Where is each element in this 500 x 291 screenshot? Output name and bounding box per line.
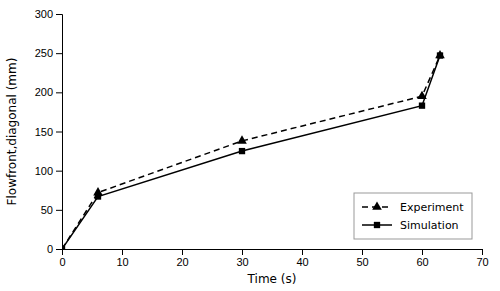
axis-line [56,15,63,250]
tick-label: 300 [35,8,53,20]
legend: Experiment Simulation [354,193,472,239]
tick-mark [422,249,423,255]
tick: 50 [356,249,368,268]
tick-mark [242,249,243,255]
tick-mark [56,14,62,15]
tick-label: 20 [176,256,188,268]
point [239,148,245,154]
point [62,246,65,249]
tick-mark [56,132,62,133]
x-axis: 0 10 20 30 40 50 60 70 [59,249,488,268]
tick-mark [362,249,363,255]
legend-item: Simulation [362,219,459,232]
tick-label: 10 [116,256,128,268]
tick-label: 60 [416,256,428,268]
tick-label: 70 [476,256,488,268]
tick-label: 250 [35,47,53,59]
legend-marker [372,201,382,209]
legend-frame [354,193,472,239]
tick-label: 150 [35,126,53,138]
point [419,102,425,108]
tick: 50 [41,204,62,216]
tick: 30 [236,249,248,268]
axis-line [63,250,483,256]
chart: 0 10 20 30 40 50 60 70 0 50 100 150 200 250 300 Experim… [0,0,500,291]
tick-mark [56,53,62,54]
legend-label: Simulation [400,219,459,232]
tick: 10 [116,249,128,268]
point [437,52,443,58]
tick: 40 [296,249,308,268]
tick-mark [302,249,303,255]
tick-label: 200 [35,86,53,98]
tick-mark [56,92,62,93]
tick: 0 [59,249,65,268]
plot: 0 10 20 30 40 50 60 70 0 50 100 150 200 250 300 Experim… [35,8,489,268]
tick-mark [56,171,62,172]
tick: 150 [35,126,62,138]
tick-mark [482,249,483,255]
tick: 250 [35,47,62,59]
point [435,50,445,58]
tick: 70 [476,249,488,268]
legend-marker [374,222,380,228]
tick-label: 40 [296,256,308,268]
tick-label: 50 [41,204,53,216]
y-axis-title: Flowfront,diagonal (mm) [5,58,19,206]
y-axis: 0 50 100 150 200 250 300 [35,8,63,255]
tick: 20 [176,249,188,268]
tick: 100 [35,165,62,177]
tick-mark [56,210,62,211]
tick: 300 [35,8,62,20]
tick: 60 [416,249,428,268]
tick: 200 [35,86,62,98]
tick-mark [56,249,62,250]
point [237,135,247,143]
point [95,193,101,199]
tick-label: 0 [47,243,53,255]
tick-mark [182,249,183,255]
x-axis-title: Time (s) [247,272,297,286]
tick-label: 0 [59,256,65,268]
tick-label: 50 [356,256,368,268]
tick-mark [122,249,123,255]
tick-label: 100 [35,165,53,177]
tick-label: 30 [236,256,248,268]
legend-item: Experiment [362,201,464,214]
tick: 0 [47,243,62,255]
legend-label: Experiment [400,201,464,214]
